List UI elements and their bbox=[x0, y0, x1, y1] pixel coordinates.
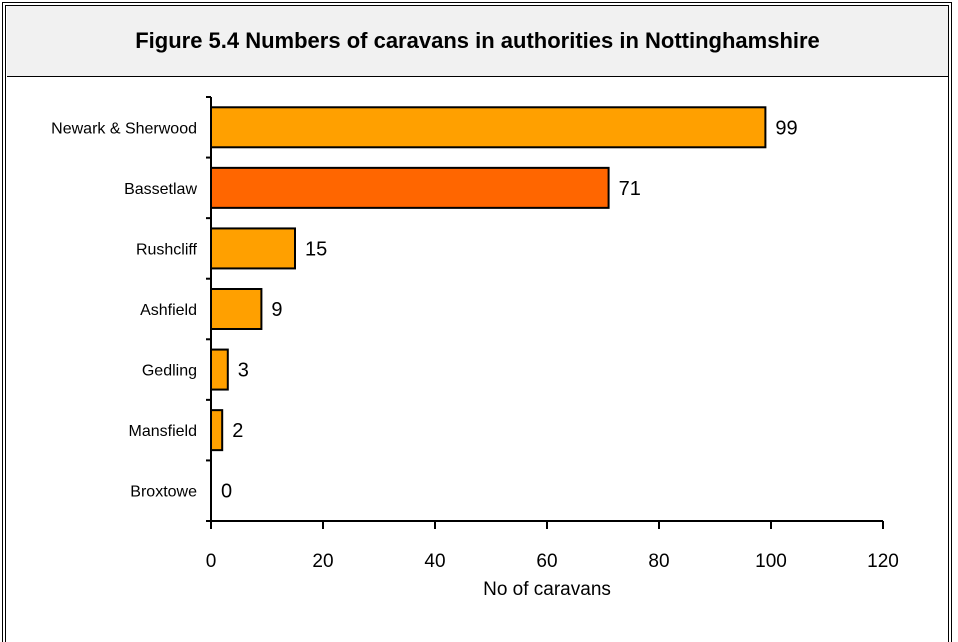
bar bbox=[210, 288, 263, 330]
data-label: 99 bbox=[775, 117, 797, 139]
chart-title: Figure 5.4 Numbers of caravans in author… bbox=[135, 28, 820, 53]
bar bbox=[210, 348, 229, 391]
x-tick-label: 40 bbox=[424, 551, 445, 572]
title-bar: Figure 5.4 Numbers of caravans in author… bbox=[7, 6, 948, 77]
data-label: 15 bbox=[305, 238, 327, 260]
data-label: 2 bbox=[232, 420, 243, 442]
category-label: Mansfield bbox=[129, 423, 197, 440]
data-label: 9 bbox=[271, 299, 282, 321]
x-tick-label: 20 bbox=[312, 551, 333, 572]
bar bbox=[210, 227, 296, 270]
category-label: Newark & Sherwood bbox=[51, 120, 197, 137]
x-tick-label: 100 bbox=[755, 551, 787, 572]
category-label: Rushcliff bbox=[136, 241, 198, 258]
bar bbox=[210, 166, 610, 209]
x-tick-label: 120 bbox=[867, 551, 899, 572]
x-axis-title: No of caravans bbox=[483, 579, 611, 600]
bar bbox=[210, 106, 767, 149]
category-label: Gedling bbox=[142, 363, 197, 380]
x-tick-label: 60 bbox=[536, 551, 557, 572]
category-label: Ashfield bbox=[140, 302, 197, 319]
category-label: Bassetlaw bbox=[124, 181, 197, 198]
category-label: Broxtowe bbox=[130, 484, 197, 501]
x-tick-label: 0 bbox=[206, 551, 217, 572]
x-tick-label: 80 bbox=[648, 551, 669, 572]
data-label: 71 bbox=[619, 178, 641, 200]
data-label: 0 bbox=[221, 481, 232, 503]
data-label: 3 bbox=[238, 360, 249, 382]
bar bbox=[210, 409, 224, 452]
